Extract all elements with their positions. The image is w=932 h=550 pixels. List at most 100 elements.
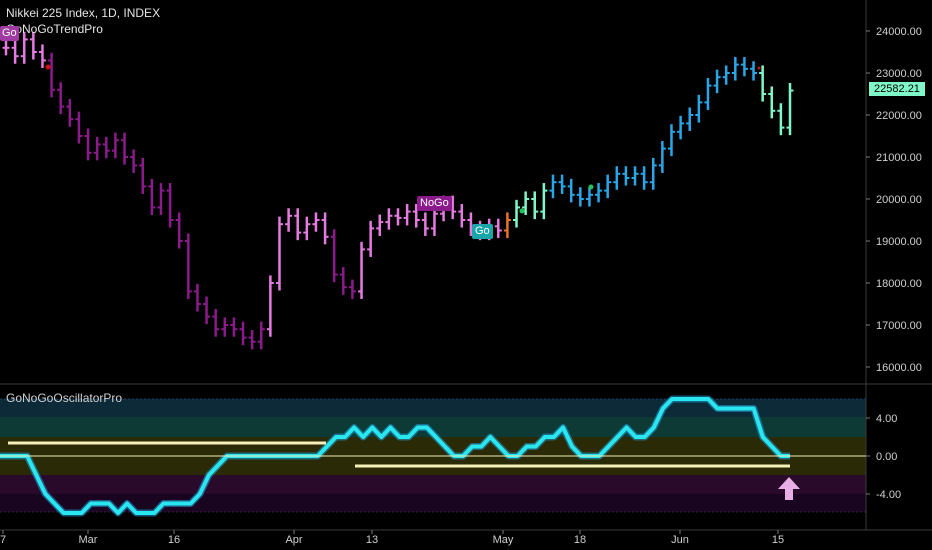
go-label-top-left: Go: [0, 26, 19, 41]
price-bar: [93, 136, 101, 161]
price-bar: [740, 57, 748, 77]
osc-tick-label: 0.00: [876, 451, 897, 463]
osc-zone-weak-nogo: [0, 475, 866, 494]
price-bar: [193, 283, 201, 312]
price-tick-label: 21000.00: [876, 152, 922, 164]
price-bar: [640, 166, 648, 190]
price-bar: [667, 124, 675, 157]
price-bar: [576, 187, 584, 207]
price-bar: [29, 31, 37, 60]
price-bar: [704, 78, 712, 110]
price-tick-label: 18000.00: [876, 278, 922, 290]
price-bar: [330, 229, 338, 283]
time-tick-label: 18: [574, 534, 586, 546]
price-bar: [75, 111, 83, 144]
price-bar: [750, 61, 758, 81]
price-bar: [604, 174, 612, 199]
price-bar: [239, 321, 247, 346]
time-tick-label: 15: [772, 534, 784, 546]
price-bar: [275, 216, 283, 291]
price-bar: [686, 107, 694, 131]
price-bar: [38, 44, 46, 68]
price-tick-label: 23000.00: [876, 68, 922, 80]
price-bar: [230, 317, 238, 337]
red-dot-marker: [45, 64, 51, 70]
price-bars: [2, 31, 794, 350]
price-bar: [731, 57, 739, 81]
osc-zone-strong-go: [0, 399, 866, 417]
osc-tick-label: 4.00: [876, 413, 897, 425]
price-bar: [385, 208, 393, 230]
green-dot-marker: [588, 184, 594, 190]
price-bar: [84, 128, 92, 161]
oscillator-axis: 4.00 0.00 -4.00: [866, 413, 901, 501]
price-bar: [121, 132, 129, 165]
indicator-name: GoNoGoTrendPro: [6, 22, 103, 36]
go-label: Go: [472, 224, 493, 239]
price-bar: [658, 141, 666, 173]
price-bar: [421, 212, 429, 236]
price-bar: [412, 204, 420, 228]
price-bar: [376, 214, 384, 236]
oscillator-name: GoNoGoOscillatorPro: [6, 391, 123, 405]
time-tick-label: Mar: [79, 534, 98, 546]
price-bar: [649, 157, 657, 190]
price-bar: [166, 183, 174, 228]
price-bar: [513, 199, 521, 228]
nogo-label: NoGo: [417, 196, 452, 211]
price-bar: [458, 204, 466, 228]
price-bar: [503, 212, 511, 239]
price-tick-label: 20000.00: [876, 194, 922, 206]
price-bar: [403, 204, 411, 226]
price-bar: [768, 86, 776, 119]
price-bar: [631, 166, 639, 186]
price-bar: [221, 317, 229, 337]
price-bar: [148, 178, 156, 215]
price-bar: [430, 206, 438, 236]
price-tick-label: 24000.00: [876, 26, 922, 38]
price-bar: [111, 132, 119, 159]
price-bar: [139, 157, 147, 194]
time-tick-label: 13: [366, 534, 378, 546]
price-bar: [11, 40, 19, 64]
price-bar: [321, 212, 329, 245]
price-bar: [157, 183, 165, 215]
price-axis: 24000.00 23000.00 22000.00 21000.00 20000.00…: [866, 26, 922, 374]
time-tick-label: 16: [168, 534, 180, 546]
price-bar: [367, 220, 375, 257]
price-bar: [294, 208, 302, 241]
price-bar: [786, 82, 794, 136]
price-bar: [777, 103, 785, 136]
price-bar: [695, 94, 703, 123]
price-bar: [303, 216, 311, 241]
price-bar: [266, 275, 274, 337]
price-tick-label: 17000.00: [876, 320, 922, 332]
time-tick-label: 7: [0, 534, 6, 546]
price-bar: [48, 52, 56, 98]
oscillator-line: [0, 397, 790, 515]
time-axis: 7 Mar 16 Apr 13 May 18 Jun 15: [0, 530, 784, 546]
time-tick-label: Jun: [671, 534, 689, 546]
price-bar: [494, 218, 502, 239]
price-tick-label: 19000.00: [876, 236, 922, 248]
price-bar: [722, 65, 730, 85]
chart-title: Nikkei 225 Index, 1D, INDEX: [6, 6, 161, 20]
oscillator: [0, 395, 866, 517]
price-bar: [130, 149, 138, 173]
osc-tick-label: -4.00: [876, 489, 901, 501]
price-tick-label: 16000.00: [876, 362, 922, 374]
price-bar: [394, 208, 402, 226]
price-bar: [212, 309, 220, 337]
price-bar: [339, 267, 347, 295]
price-bar: [203, 296, 211, 325]
price-bar: [677, 115, 685, 140]
price-bar: [102, 136, 110, 159]
price-bar: [175, 212, 183, 249]
price-bar: [348, 279, 356, 299]
time-tick-label: Apr: [285, 534, 302, 546]
price-bar: [66, 99, 74, 127]
price-bar: [522, 191, 530, 215]
last-price-label: 22582.21: [869, 82, 925, 96]
price-bar: [248, 330, 256, 350]
